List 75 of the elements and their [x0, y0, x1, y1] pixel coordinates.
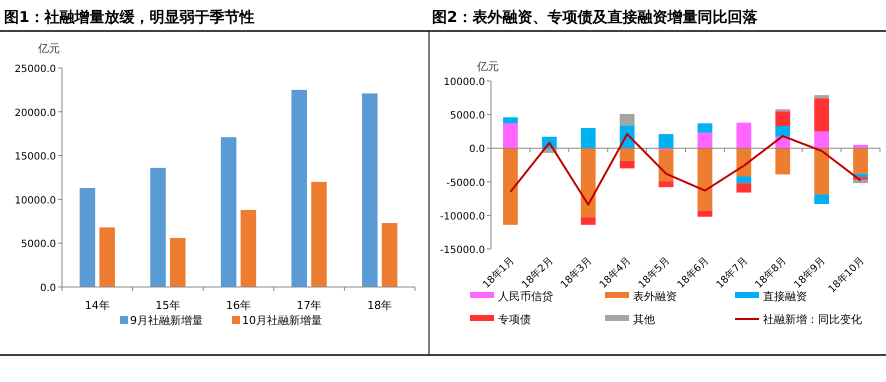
- bar: [775, 111, 790, 126]
- bar: [291, 90, 307, 287]
- bar: [814, 98, 830, 132]
- x-tick-label: 18年3月: [558, 254, 594, 291]
- legend-label: 人民币信贷: [498, 290, 553, 303]
- x-tick-label: 18年10月: [826, 254, 867, 296]
- bar: [775, 148, 790, 174]
- legend-label: 其他: [633, 313, 655, 326]
- y-tick-label: -15000.0: [440, 245, 485, 256]
- x-tick-label: 18年7月: [714, 254, 750, 291]
- legend-label: 表外融资: [633, 290, 677, 303]
- y-axis-title: 亿元: [37, 42, 60, 55]
- bar: [503, 123, 518, 148]
- bar: [698, 123, 712, 133]
- x-tick-label: 18年: [367, 299, 392, 312]
- y-tick-label: 0.0: [40, 283, 56, 294]
- y-tick-label: 10000.0: [14, 195, 56, 206]
- bar: [658, 181, 674, 188]
- y-tick-label: 10000.0: [444, 77, 485, 88]
- y-tick-label: 20000.0: [14, 108, 56, 119]
- y-tick-label: -5000.0: [446, 178, 485, 189]
- bar: [658, 150, 674, 182]
- bar: [698, 132, 712, 148]
- x-tick-label: 18年8月: [752, 254, 789, 291]
- bar: [580, 128, 596, 148]
- bar: [620, 148, 635, 161]
- chart-title: 图1：社融增量放缓，明显弱于季节性: [4, 8, 254, 26]
- y-tick-label: 5000.0: [450, 110, 485, 122]
- bar: [814, 131, 830, 148]
- legend-label: 直接融资: [763, 290, 807, 303]
- x-tick-label: 16年: [226, 299, 251, 312]
- bar: [80, 188, 96, 287]
- bar: [814, 148, 830, 195]
- bar: [698, 210, 712, 217]
- x-tick-label: 18年9月: [792, 254, 828, 291]
- bar: [814, 95, 830, 98]
- bar: [362, 93, 378, 287]
- bar: [620, 114, 635, 126]
- chart-title: 图2：表外融资、专项债及直接融资增量同比回落: [432, 8, 758, 26]
- bar: [150, 168, 166, 287]
- bar: [240, 210, 256, 287]
- legend-label: 专项债: [498, 313, 531, 326]
- x-tick-label: 18年2月: [519, 254, 556, 291]
- x-tick-label: 18年1月: [480, 254, 517, 291]
- y-tick-label: 15000.0: [14, 152, 56, 163]
- x-tick-label: 15年: [155, 299, 180, 312]
- bar: [698, 148, 712, 211]
- bar: [311, 182, 327, 287]
- bar: [580, 148, 596, 218]
- y-tick-label: 0.0: [469, 144, 485, 156]
- bar: [736, 176, 752, 184]
- bar: [853, 148, 868, 174]
- legend-label: 社融新增：同比变化: [763, 313, 862, 326]
- x-tick-label: 18年4月: [597, 254, 634, 291]
- x-tick-label: 18年6月: [674, 254, 712, 291]
- bar: [736, 183, 752, 193]
- bar: [220, 137, 236, 287]
- x-tick-label: 17年: [296, 299, 322, 312]
- bar: [620, 160, 635, 168]
- bar: [736, 122, 752, 148]
- y-tick-label: 5000.0: [21, 239, 56, 250]
- bar: [775, 126, 790, 137]
- bar: [170, 238, 186, 287]
- y-axis-title: 亿元: [476, 60, 499, 73]
- bar: [503, 148, 518, 225]
- x-tick-label: 14年: [84, 299, 110, 312]
- y-tick-label: 25000.0: [14, 64, 56, 75]
- bar: [814, 194, 830, 204]
- bar: [382, 223, 398, 287]
- x-tick-label: 18年5月: [636, 254, 672, 291]
- bar: [99, 227, 115, 287]
- bar: [580, 217, 596, 225]
- bar: [658, 134, 674, 148]
- bar: [503, 117, 518, 124]
- y-tick-label: -10000.0: [440, 211, 485, 222]
